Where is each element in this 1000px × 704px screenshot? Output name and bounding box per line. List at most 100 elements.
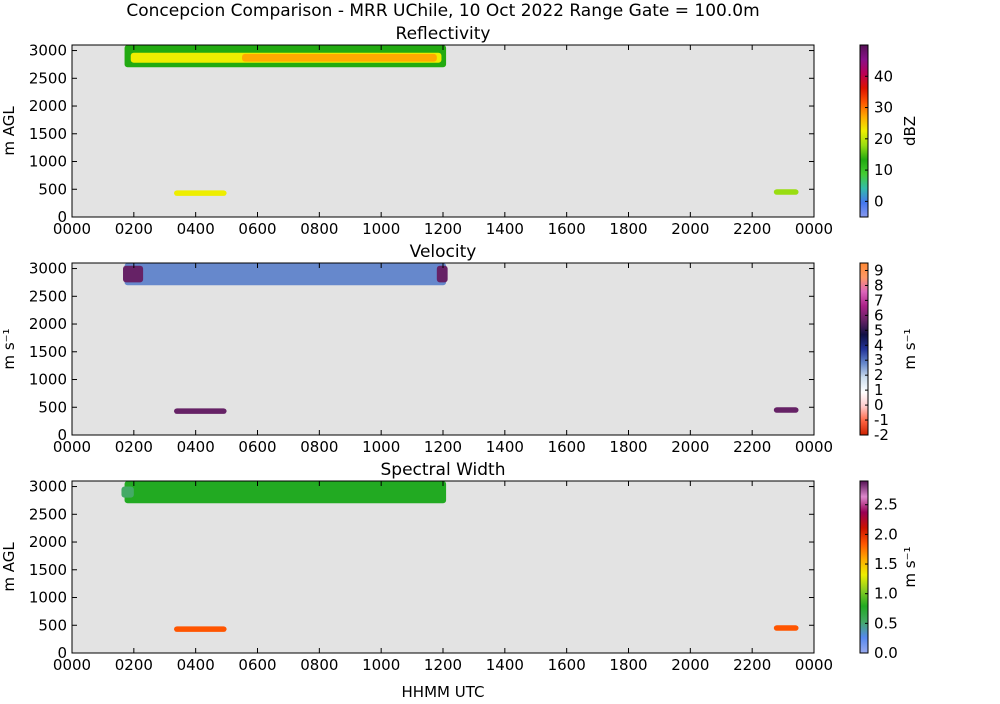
spectral-width-y-tick-label: 0 bbox=[57, 644, 67, 662]
spectral-width-x-tick-label: 0000 bbox=[53, 656, 91, 674]
spectral-width-colorbar-tick-label: 1.5 bbox=[874, 555, 898, 573]
velocity-x-tick-label: 0000 bbox=[53, 438, 91, 456]
spectral-width-x-tick-label: 2000 bbox=[671, 656, 709, 674]
reflectivity-title: Reflectivity bbox=[396, 24, 491, 44]
velocity-colorbar-tick-label: 0 bbox=[874, 396, 884, 414]
velocity-colorbar-tick-label: 9 bbox=[874, 261, 884, 279]
reflectivity-x-tick-label: 2200 bbox=[733, 220, 771, 238]
velocity-plot-area bbox=[72, 263, 814, 435]
reflectivity-x-tick-label: 0200 bbox=[115, 220, 153, 238]
velocity-y-tick-label: 2000 bbox=[29, 315, 67, 333]
reflectivity-x-tick-label: 0000 bbox=[53, 220, 91, 238]
spectral-width-x-tick-label: 0800 bbox=[300, 656, 338, 674]
velocity-colorbar-tick-label: 2 bbox=[874, 366, 884, 384]
spectral-width-x-tick-label: 0000 bbox=[795, 656, 833, 674]
x-axis-label: HHMM UTC bbox=[402, 683, 485, 700]
reflectivity-x-tick-label: 0600 bbox=[238, 220, 276, 238]
spectral-width-colorbar-tick-label: 2.0 bbox=[874, 525, 898, 543]
velocity-echo-region-0 bbox=[124, 263, 447, 286]
spectral-width-x-tick-label: 1400 bbox=[486, 656, 524, 674]
velocity-y-tick-label: 500 bbox=[38, 398, 67, 416]
velocity-colorbar-tick-label: 1 bbox=[874, 381, 884, 399]
velocity-y-tick-label: 1500 bbox=[29, 343, 67, 361]
spectral-width-y-axis-label: m AGL bbox=[0, 542, 18, 592]
spectral-width-x-tick-label: 0600 bbox=[238, 656, 276, 674]
spectral-width-x-tick-label: 1600 bbox=[548, 656, 586, 674]
velocity-x-tick-label: 0800 bbox=[300, 438, 338, 456]
reflectivity-x-tick-label: 0400 bbox=[177, 220, 215, 238]
spectral-width-echo-region-1 bbox=[121, 486, 134, 498]
spectral-width-x-tick-label: 1200 bbox=[424, 656, 462, 674]
reflectivity-x-tick-label: 1800 bbox=[609, 220, 647, 238]
reflectivity-echo-region-3 bbox=[174, 190, 227, 196]
spectral-width-x-tick-label: 0200 bbox=[115, 656, 153, 674]
velocity-colorbar-tick-label: 3 bbox=[874, 351, 884, 369]
spectral-width-y-tick-label: 1000 bbox=[29, 589, 67, 607]
reflectivity-echo-region-2 bbox=[242, 53, 437, 62]
spectral-width-x-tick-label: 2200 bbox=[733, 656, 771, 674]
reflectivity-colorbar-tick-label: 10 bbox=[874, 161, 893, 179]
velocity-x-tick-label: 2000 bbox=[671, 438, 709, 456]
velocity-colorbar-tick-label: -2 bbox=[874, 426, 889, 444]
velocity-colorbar-tick-label: 4 bbox=[874, 336, 884, 354]
spectral-width-y-tick-label: 1500 bbox=[29, 561, 67, 579]
reflectivity-y-tick-label: 500 bbox=[38, 180, 67, 198]
reflectivity-y-axis-label: m AGL bbox=[0, 106, 18, 156]
reflectivity-x-tick-label: 1600 bbox=[548, 220, 586, 238]
reflectivity-x-tick-label: 0000 bbox=[795, 220, 833, 238]
velocity-x-tick-label: 1000 bbox=[362, 438, 400, 456]
reflectivity-colorbar-tick-label: 20 bbox=[874, 130, 893, 148]
velocity-x-tick-label: 1800 bbox=[609, 438, 647, 456]
reflectivity-y-tick-label: 1500 bbox=[29, 125, 67, 143]
spectral-width-y-tick-label: 2000 bbox=[29, 533, 67, 551]
spectral-width-colorbar-label: m s⁻¹ bbox=[901, 546, 919, 587]
reflectivity-colorbar bbox=[859, 44, 869, 218]
spectral-width-echo-region-2 bbox=[174, 626, 227, 632]
velocity-x-tick-label: 0600 bbox=[238, 438, 276, 456]
spectral-width-echo-region-0 bbox=[124, 481, 447, 504]
velocity-colorbar-tick-label: 5 bbox=[874, 321, 884, 339]
velocity-x-tick-label: 1200 bbox=[424, 438, 462, 456]
spectral-width-x-tick-label: 1000 bbox=[362, 656, 400, 674]
velocity-colorbar bbox=[859, 262, 869, 436]
reflectivity-y-tick-label: 2000 bbox=[29, 97, 67, 115]
velocity-colorbar-tick-label: 6 bbox=[874, 306, 884, 324]
spectral-width-y-tick-label: 3000 bbox=[29, 478, 67, 496]
spectral-width-y-tick-label: 2500 bbox=[29, 505, 67, 523]
reflectivity-y-tick-label: 3000 bbox=[29, 42, 67, 60]
velocity-x-tick-label: 0200 bbox=[115, 438, 153, 456]
velocity-colorbar-tick-label: -1 bbox=[874, 411, 889, 429]
reflectivity-y-tick-label: 2500 bbox=[29, 69, 67, 87]
reflectivity-x-tick-label: 1400 bbox=[486, 220, 524, 238]
reflectivity-colorbar-tick-label: 30 bbox=[874, 99, 893, 117]
velocity-colorbar-tick-label: 8 bbox=[874, 276, 884, 294]
velocity-x-tick-label: 1400 bbox=[486, 438, 524, 456]
reflectivity-colorbar-tick-label: 0 bbox=[874, 192, 884, 210]
velocity-x-tick-label: 1600 bbox=[548, 438, 586, 456]
spectral-width-title: Spectral Width bbox=[381, 460, 506, 480]
velocity-y-tick-label: 0 bbox=[57, 426, 67, 444]
spectral-width-x-tick-label: 0400 bbox=[177, 656, 215, 674]
spectral-width-panel: Spectral Width 0000 0200 0400 0600 0800 1000 12… bbox=[0, 460, 919, 674]
figure-title: Concepcion Comparison - MRR UChile, 10 O… bbox=[126, 1, 759, 21]
spectral-width-y-tick-label: 500 bbox=[38, 616, 67, 634]
spectral-width-colorbar-tick-label: 1.0 bbox=[874, 585, 898, 603]
spectral-width-plot-area bbox=[72, 481, 814, 653]
velocity-echo-region-3 bbox=[174, 408, 227, 414]
velocity-title: Velocity bbox=[410, 242, 477, 262]
velocity-y-tick-label: 2500 bbox=[29, 287, 67, 305]
velocity-x-tick-label: 2200 bbox=[733, 438, 771, 456]
spectral-width-colorbar-tick-label: 0.0 bbox=[874, 644, 898, 662]
velocity-colorbar-label: m s⁻¹ bbox=[901, 328, 919, 369]
velocity-y-axis-label: m s⁻¹ bbox=[0, 328, 18, 369]
velocity-echo-region-2 bbox=[436, 265, 448, 283]
reflectivity-echo-region-4 bbox=[773, 189, 799, 195]
reflectivity-y-tick-label: 0 bbox=[57, 208, 67, 226]
spectral-width-colorbar-tick-label: 0.5 bbox=[874, 614, 898, 632]
reflectivity-y-tick-label: 1000 bbox=[29, 153, 67, 171]
velocity-x-tick-label: 0000 bbox=[795, 438, 833, 456]
spectral-width-colorbar-tick-label: 2.5 bbox=[874, 496, 898, 514]
reflectivity-colorbar-tick-label: 40 bbox=[874, 67, 893, 85]
